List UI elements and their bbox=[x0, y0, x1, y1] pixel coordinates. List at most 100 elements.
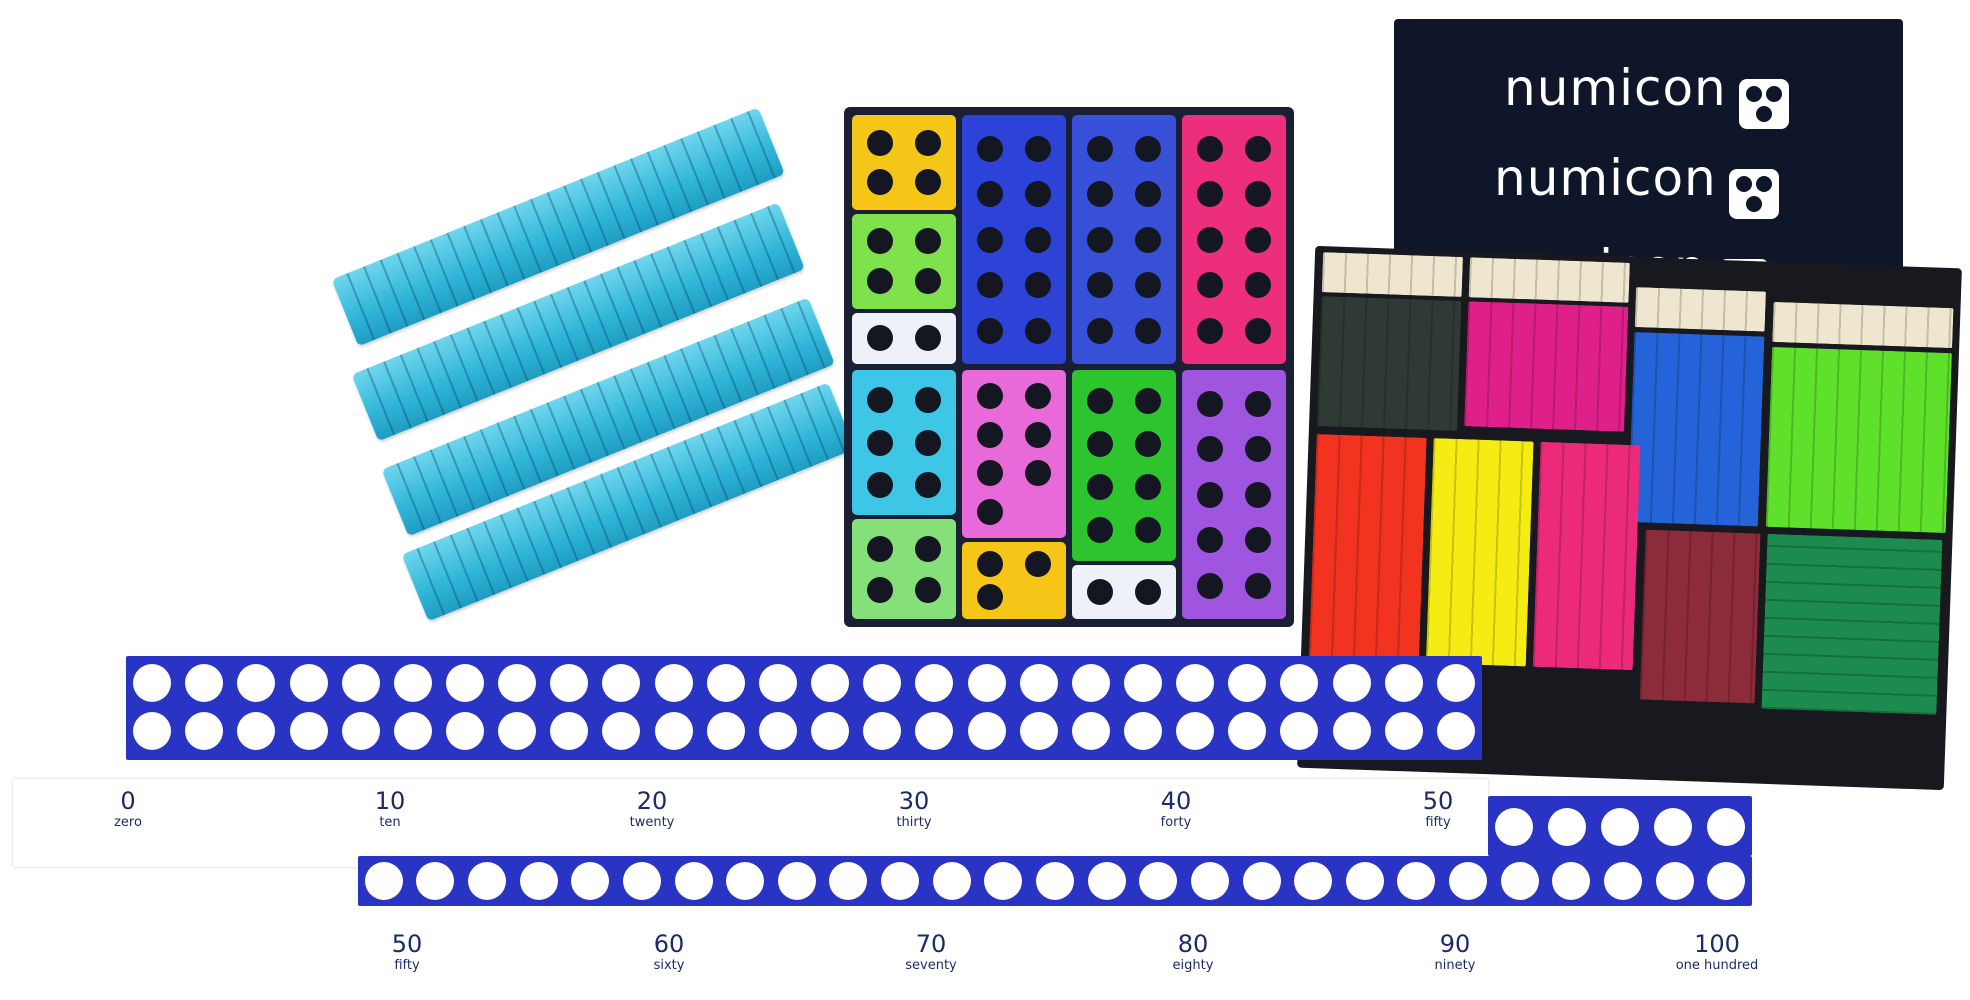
hole bbox=[1197, 272, 1223, 298]
hole bbox=[1245, 527, 1271, 553]
hole bbox=[1025, 317, 1051, 344]
track-hole bbox=[984, 862, 1023, 900]
track-hole bbox=[863, 712, 902, 750]
hole bbox=[977, 317, 1003, 344]
rod-group-maroon bbox=[1639, 529, 1761, 704]
number-value: 30 bbox=[898, 787, 930, 815]
track-hole bbox=[1124, 664, 1162, 702]
number-label: 50 fifty bbox=[347, 930, 467, 973]
hole bbox=[1245, 226, 1271, 253]
hole bbox=[1025, 226, 1051, 253]
hole bbox=[977, 498, 1003, 525]
track-hole bbox=[237, 664, 276, 702]
hole bbox=[915, 576, 941, 603]
hole bbox=[1025, 272, 1051, 298]
numicon-shape-10 bbox=[1182, 370, 1286, 619]
number-word: seventy bbox=[905, 958, 957, 973]
hole bbox=[867, 472, 893, 499]
track-hole bbox=[1449, 862, 1488, 900]
rod-group-blue bbox=[1627, 332, 1765, 527]
track-hole bbox=[341, 712, 380, 750]
number-word: twenty bbox=[629, 815, 675, 830]
number-label: 20 twenty bbox=[592, 787, 712, 830]
track-hole bbox=[1019, 712, 1058, 750]
hole bbox=[867, 129, 893, 156]
tray-column bbox=[962, 370, 1066, 619]
track-hole bbox=[1332, 712, 1371, 750]
number-label: 50 fifty bbox=[1378, 787, 1498, 830]
track-hole bbox=[1601, 808, 1639, 846]
tray-column bbox=[1072, 370, 1176, 619]
rod-group-yellow bbox=[1425, 438, 1534, 667]
track-hole bbox=[1653, 808, 1692, 846]
track-hole bbox=[1228, 712, 1267, 750]
number-value: 100 bbox=[1694, 930, 1740, 958]
hole bbox=[1245, 390, 1271, 417]
track-hole bbox=[829, 862, 868, 900]
hole bbox=[1025, 550, 1051, 577]
hole bbox=[1135, 517, 1161, 544]
track-hole bbox=[1436, 712, 1475, 750]
numicon-shape-4 bbox=[852, 115, 956, 210]
track-hole bbox=[289, 664, 328, 702]
rod-group-white bbox=[1634, 287, 1766, 332]
hole bbox=[1025, 460, 1051, 487]
hole bbox=[867, 576, 893, 603]
number-label: 100 one hundred bbox=[1657, 930, 1777, 973]
number-value: 80 bbox=[1177, 930, 1209, 958]
track-hole bbox=[932, 862, 971, 900]
track-hole bbox=[1036, 862, 1074, 900]
hole bbox=[977, 181, 1003, 207]
hole bbox=[867, 169, 893, 196]
hole bbox=[1087, 272, 1113, 298]
hole bbox=[915, 228, 941, 255]
numicon-shape-8 bbox=[1072, 370, 1176, 562]
track-hole bbox=[1495, 808, 1534, 846]
number-word: thirty bbox=[896, 815, 932, 830]
number-label: 10 ten bbox=[330, 787, 450, 830]
track-hole bbox=[1280, 712, 1319, 750]
numicon-shape-7 bbox=[962, 370, 1066, 539]
hole bbox=[1197, 390, 1223, 417]
track-hole bbox=[726, 862, 765, 900]
hole bbox=[1245, 272, 1271, 298]
hole bbox=[1087, 474, 1113, 501]
hole bbox=[977, 460, 1003, 487]
number-value: 50 bbox=[1422, 787, 1454, 815]
track-hole bbox=[185, 664, 224, 702]
hole bbox=[867, 387, 893, 414]
track-hole bbox=[1500, 862, 1539, 900]
track-hole bbox=[1332, 664, 1371, 702]
track-hole bbox=[341, 664, 380, 702]
track-hole bbox=[1436, 664, 1475, 702]
track-hole bbox=[1071, 712, 1110, 750]
track-hole bbox=[654, 664, 693, 702]
track-hole bbox=[519, 862, 558, 900]
track-hole bbox=[622, 862, 661, 900]
track-hole bbox=[550, 664, 589, 702]
numicon-shape-10 bbox=[1182, 115, 1286, 364]
hole bbox=[1245, 572, 1271, 599]
track-hole bbox=[967, 664, 1006, 702]
hole bbox=[977, 226, 1003, 253]
rod-group-red bbox=[1308, 434, 1427, 663]
number-label: 70 seventy bbox=[871, 930, 991, 973]
hole bbox=[1245, 181, 1271, 207]
tray-column bbox=[1182, 115, 1286, 364]
track-hole bbox=[1087, 862, 1126, 900]
tray-column bbox=[1072, 115, 1176, 364]
track-hole bbox=[185, 712, 224, 750]
track-hole bbox=[289, 712, 328, 750]
track-hole bbox=[1190, 862, 1229, 900]
hole bbox=[915, 387, 941, 414]
number-value: 70 bbox=[915, 930, 947, 958]
number-value: 0 bbox=[120, 787, 136, 815]
track-hole bbox=[811, 664, 850, 702]
hole bbox=[1197, 226, 1223, 253]
hole bbox=[915, 535, 941, 562]
hole bbox=[1245, 317, 1271, 344]
number-line-labels: 50 fifty 60 sixty 70 seventy 80 eighty 90 ninety 1… bbox=[0, 930, 1970, 1000]
brand-text: numicon bbox=[1494, 149, 1717, 207]
hole bbox=[915, 129, 941, 156]
